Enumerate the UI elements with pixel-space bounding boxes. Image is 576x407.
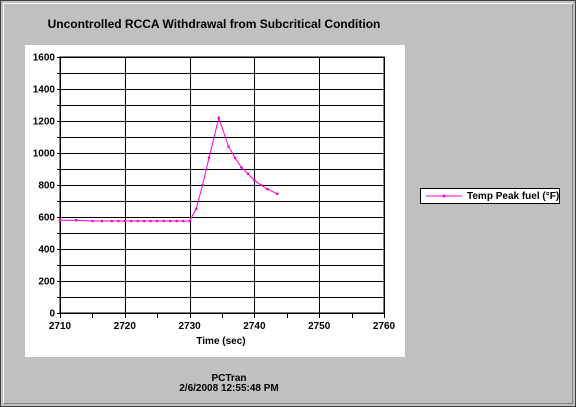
x-tick-label: 2730 bbox=[178, 321, 201, 332]
data-point bbox=[175, 219, 178, 223]
x-tick-label: 2750 bbox=[308, 321, 331, 332]
data-point bbox=[130, 219, 133, 223]
data-point bbox=[74, 218, 78, 222]
data-point bbox=[168, 219, 172, 223]
footer-app-name: PCTran bbox=[211, 373, 247, 384]
legend: Temp Peak fuel (°F) bbox=[420, 188, 560, 204]
y-tick-label: 600 bbox=[38, 213, 55, 224]
data-point bbox=[91, 219, 94, 223]
y-tick-label: 1200 bbox=[33, 117, 56, 128]
data-point bbox=[275, 192, 279, 196]
legend-swatch bbox=[426, 194, 462, 198]
line-chart: 0 200 400 600 800 1000 1200 1400 1600 2710 2720 273… bbox=[33, 53, 396, 348]
data-point bbox=[246, 172, 250, 176]
data-point bbox=[188, 219, 191, 223]
chart-window-bevel bbox=[3, 3, 573, 404]
x-axis-title: Time (sec) bbox=[196, 336, 245, 347]
tick-label-layer: 0 200 400 600 800 1000 1200 1400 1600 2710 2720 273… bbox=[33, 53, 396, 333]
data-point bbox=[136, 219, 140, 223]
data-point bbox=[155, 219, 159, 223]
y-tick-label: 1400 bbox=[33, 85, 56, 96]
plot-panel: 0 200 400 600 800 1000 1200 1400 1600 2710 2720 273… bbox=[25, 45, 405, 357]
data-point bbox=[233, 156, 237, 160]
x-tick-label: 2710 bbox=[49, 321, 72, 332]
y-tick-label: 0 bbox=[49, 309, 55, 320]
data-point bbox=[117, 219, 120, 223]
y-tick-label: 200 bbox=[38, 277, 55, 288]
data-point bbox=[227, 145, 230, 148]
data-point bbox=[217, 116, 221, 120]
data-point bbox=[58, 218, 62, 222]
data-point bbox=[162, 219, 165, 223]
x-tick-label: 2740 bbox=[243, 321, 266, 332]
data-point bbox=[259, 183, 263, 187]
data-point bbox=[181, 219, 185, 223]
y-tick-label: 1600 bbox=[33, 53, 56, 64]
data-point bbox=[100, 219, 104, 223]
y-tick-label: 1000 bbox=[33, 149, 56, 160]
data-point bbox=[149, 219, 152, 223]
x-tick-label: 2760 bbox=[373, 321, 396, 332]
footer-timestamp: 2/6/2008 12:55:48 PM bbox=[179, 383, 279, 394]
chart-title: Uncontrolled RCCA Withdrawal from Subcri… bbox=[47, 17, 381, 31]
data-point bbox=[207, 156, 211, 160]
data-point bbox=[110, 219, 114, 223]
data-point bbox=[201, 183, 204, 187]
data-point bbox=[123, 219, 127, 223]
data-point bbox=[194, 207, 198, 211]
y-tick-label: 800 bbox=[38, 181, 55, 192]
data-point bbox=[142, 219, 146, 223]
data-point bbox=[253, 178, 256, 182]
grid-layer bbox=[57, 56, 385, 318]
series-layer bbox=[58, 116, 279, 223]
legend-label: Temp Peak fuel (°F) bbox=[467, 191, 560, 202]
data-point bbox=[240, 166, 243, 169]
x-tick-label: 2720 bbox=[114, 321, 137, 332]
y-tick-label: 400 bbox=[38, 245, 55, 256]
data-point bbox=[266, 187, 269, 191]
